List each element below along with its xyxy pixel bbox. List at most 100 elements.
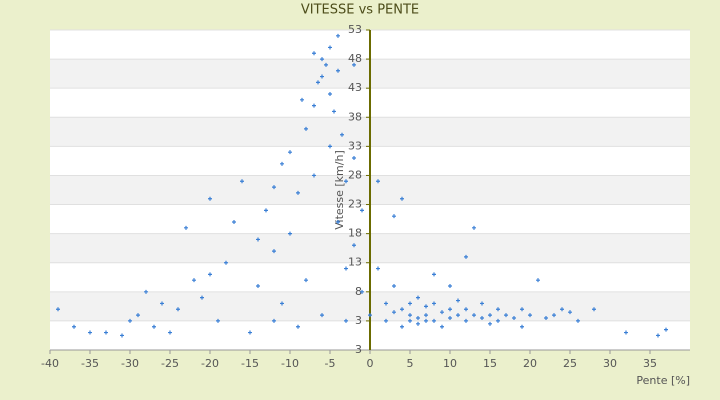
- data-point: [472, 225, 476, 230]
- data-point: [192, 278, 196, 283]
- data-point: [304, 278, 308, 283]
- data-point: [256, 284, 260, 288]
- data-point: [568, 310, 572, 315]
- data-point: [312, 173, 316, 178]
- data-point: [448, 284, 452, 288]
- data-point: [336, 68, 340, 73]
- y-tick-label: 53: [348, 23, 362, 36]
- data-point: [400, 196, 404, 201]
- data-point: [576, 318, 580, 323]
- data-point: [316, 80, 320, 85]
- x-tick-label: 5: [407, 357, 414, 370]
- data-point: [432, 272, 436, 277]
- data-point: [160, 301, 164, 306]
- y-tick-label: 8: [355, 285, 362, 298]
- data-point: [288, 231, 292, 236]
- data-point: [344, 179, 348, 184]
- data-point: [128, 318, 132, 323]
- data-point: [512, 316, 516, 320]
- data-point: [320, 313, 324, 318]
- data-point: [288, 150, 292, 155]
- x-tick-label: -10: [281, 357, 299, 370]
- data-point: [332, 109, 336, 114]
- data-point: [392, 284, 396, 288]
- data-point: [440, 324, 444, 329]
- data-point: [456, 298, 460, 303]
- data-point: [328, 144, 332, 149]
- data-point: [152, 324, 156, 329]
- data-point: [432, 318, 436, 323]
- data-point: [272, 185, 276, 190]
- data-point: [664, 327, 668, 332]
- data-point: [136, 313, 140, 318]
- x-tick-label: -35: [81, 357, 99, 370]
- data-point: [176, 307, 180, 312]
- data-point: [248, 330, 252, 335]
- x-tick-label: 15: [483, 357, 497, 370]
- y-tick-label: 13: [348, 256, 362, 269]
- data-point: [352, 156, 356, 160]
- data-point: [104, 330, 108, 335]
- x-tick-label: 35: [643, 357, 657, 370]
- data-point: [168, 330, 172, 335]
- data-point: [496, 318, 500, 323]
- data-point: [392, 214, 396, 219]
- data-point: [280, 161, 284, 166]
- data-point: [520, 324, 524, 329]
- data-point: [472, 313, 476, 318]
- data-point: [408, 318, 412, 323]
- x-tick-label: -5: [325, 357, 336, 370]
- data-point: [424, 318, 428, 323]
- data-point: [408, 313, 412, 318]
- data-point: [376, 179, 380, 184]
- data-point: [448, 307, 452, 312]
- data-point: [400, 324, 404, 329]
- data-point: [424, 313, 428, 318]
- data-point: [88, 330, 92, 335]
- x-tick-label: 25: [563, 357, 577, 370]
- data-point: [200, 295, 204, 300]
- x-tick-label: -40: [41, 357, 59, 370]
- data-point: [536, 278, 540, 283]
- data-point: [208, 272, 212, 277]
- data-point: [560, 307, 564, 312]
- data-point: [300, 97, 304, 102]
- data-point: [336, 220, 340, 224]
- x-tick-label: -20: [201, 357, 219, 370]
- data-point: [120, 333, 124, 338]
- data-point: [400, 307, 404, 312]
- data-point: [416, 295, 420, 300]
- x-tick-label: 30: [603, 357, 617, 370]
- data-point: [312, 51, 316, 56]
- data-point: [240, 179, 244, 184]
- x-tick-label: -30: [121, 357, 139, 370]
- data-point: [416, 321, 420, 326]
- data-point: [304, 126, 308, 131]
- y-tick-label: 43: [348, 81, 362, 94]
- data-point: [272, 318, 276, 323]
- x-tick-label: 0: [367, 357, 374, 370]
- data-point: [480, 316, 484, 320]
- y-tick-label: 3: [355, 314, 362, 327]
- data-point: [344, 266, 348, 271]
- x-tick-label: 20: [523, 357, 537, 370]
- data-point: [552, 313, 556, 318]
- data-point: [360, 208, 364, 213]
- data-point: [440, 310, 444, 315]
- data-point: [424, 304, 428, 309]
- x-tick-label: -25: [161, 357, 179, 370]
- data-point: [488, 313, 492, 318]
- x-tick-label: -15: [241, 357, 259, 370]
- y-axis-label: Vitesse [km/h]: [333, 150, 346, 230]
- data-point: [216, 318, 220, 323]
- data-point: [520, 307, 524, 312]
- data-point: [324, 62, 328, 67]
- data-point: [384, 301, 388, 306]
- data-point: [232, 220, 236, 224]
- data-point: [416, 316, 420, 320]
- y-tick-label: 18: [348, 227, 362, 240]
- data-point: [624, 330, 628, 335]
- x-axis-label: Pente [%]: [636, 374, 690, 387]
